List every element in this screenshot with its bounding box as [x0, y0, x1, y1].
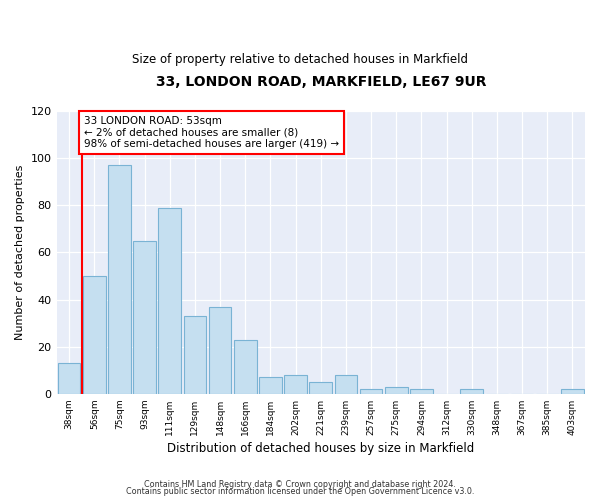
Bar: [259, 378, 282, 394]
Bar: [234, 340, 257, 394]
Bar: [360, 389, 382, 394]
Bar: [133, 240, 156, 394]
Bar: [460, 389, 483, 394]
Bar: [209, 306, 232, 394]
Bar: [561, 389, 584, 394]
Bar: [310, 382, 332, 394]
Bar: [83, 276, 106, 394]
Bar: [284, 375, 307, 394]
X-axis label: Distribution of detached houses by size in Markfield: Distribution of detached houses by size …: [167, 442, 475, 455]
Bar: [385, 386, 407, 394]
Text: Size of property relative to detached houses in Markfield: Size of property relative to detached ho…: [132, 52, 468, 66]
Y-axis label: Number of detached properties: Number of detached properties: [15, 164, 25, 340]
Title: 33, LONDON ROAD, MARKFIELD, LE67 9UR: 33, LONDON ROAD, MARKFIELD, LE67 9UR: [155, 75, 486, 89]
Text: 33 LONDON ROAD: 53sqm
← 2% of detached houses are smaller (8)
98% of semi-detach: 33 LONDON ROAD: 53sqm ← 2% of detached h…: [84, 116, 339, 149]
Bar: [410, 389, 433, 394]
Text: Contains public sector information licensed under the Open Government Licence v3: Contains public sector information licen…: [126, 487, 474, 496]
Text: Contains HM Land Registry data © Crown copyright and database right 2024.: Contains HM Land Registry data © Crown c…: [144, 480, 456, 489]
Bar: [335, 375, 357, 394]
Bar: [108, 165, 131, 394]
Bar: [58, 363, 80, 394]
Bar: [158, 208, 181, 394]
Bar: [184, 316, 206, 394]
